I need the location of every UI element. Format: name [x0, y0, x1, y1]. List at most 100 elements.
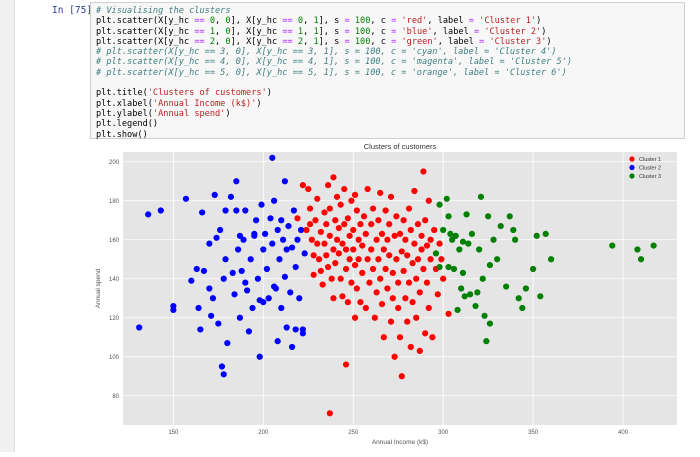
code-token: plt.xlabel(	[96, 98, 153, 109]
data-point	[231, 291, 238, 298]
data-point	[395, 279, 402, 286]
data-point	[256, 353, 263, 360]
data-point	[384, 285, 391, 292]
x-tick-label: 350	[528, 430, 539, 436]
data-point	[400, 267, 407, 275]
data-point	[512, 236, 519, 243]
data-point	[145, 211, 152, 218]
code-token: ==	[282, 26, 293, 37]
code-line: plt.scatter(X[y_hc == 2, 0], X[y_hc == 2…	[96, 37, 684, 47]
data-point	[506, 213, 513, 220]
data-point	[337, 275, 344, 282]
code-token: )	[266, 88, 272, 99]
data-point	[323, 221, 330, 228]
data-point	[382, 265, 389, 273]
x-tick-label: 300	[438, 430, 449, 436]
data-point	[396, 230, 404, 237]
code-token: =	[473, 26, 480, 37]
data-point	[188, 277, 195, 284]
data-point	[377, 189, 384, 197]
data-point	[547, 256, 555, 263]
data-point	[371, 314, 378, 321]
data-point	[199, 209, 206, 216]
code-token: =	[391, 16, 397, 27]
code-token: # plt.scatter(X[y_hc == 5, 0], X[y_hc ==…	[96, 67, 567, 78]
data-point	[209, 295, 217, 302]
data-point	[351, 262, 359, 269]
code-token: 'Cluster 2'	[484, 26, 542, 37]
grid-lines	[123, 152, 677, 425]
data-point	[369, 205, 377, 212]
data-point	[292, 263, 299, 271]
code-token: 'red'	[401, 16, 428, 27]
data-point	[274, 226, 281, 234]
data-point	[456, 246, 463, 253]
data-point	[445, 310, 452, 317]
data-point	[229, 269, 236, 276]
data-point	[362, 304, 369, 312]
data-point	[332, 217, 339, 224]
data-point	[396, 334, 404, 341]
data-point	[253, 217, 260, 224]
data-point	[468, 230, 476, 237]
data-point	[440, 226, 447, 234]
data-point	[454, 306, 461, 314]
data-point	[405, 205, 413, 212]
data-point	[245, 328, 253, 335]
data-point	[182, 195, 190, 202]
data-point	[260, 246, 267, 253]
data-point	[425, 197, 432, 204]
data-point	[211, 191, 218, 198]
code-token: ], s	[318, 36, 345, 47]
data-point	[351, 191, 359, 198]
data-point	[244, 287, 251, 294]
code-token: , label	[437, 36, 480, 47]
code-token: ], X[y_hc	[230, 16, 283, 27]
code-token: )	[536, 16, 542, 27]
data-point	[197, 326, 204, 333]
chart-legend: Cluster 1 Cluster 2 Cluster 3	[629, 156, 661, 180]
data-point	[346, 256, 353, 263]
data-point	[269, 240, 276, 247]
code-token: plt.title(	[96, 88, 148, 99]
cell-prompt: In [75]:	[52, 5, 98, 16]
data-point	[407, 226, 414, 234]
legend-marker	[629, 156, 635, 162]
data-point	[463, 211, 470, 218]
data-point	[353, 207, 360, 214]
data-point	[422, 330, 429, 337]
code-line: plt.ylabel('Annual spend')	[96, 109, 684, 119]
code-token: ], s	[318, 26, 345, 37]
data-point	[423, 279, 431, 286]
code-cell-editor[interactable]: # Visualising the clusters plt.scatter(X[…	[90, 2, 685, 140]
data-point	[136, 324, 143, 331]
code-token: 100	[354, 36, 371, 47]
data-point	[328, 275, 335, 282]
code-token: 1	[209, 26, 216, 37]
code-token: 'Cluster 3'	[489, 36, 547, 47]
data-point	[310, 271, 317, 278]
data-point	[375, 217, 382, 224]
data-point	[389, 269, 396, 276]
data-point	[373, 289, 380, 296]
code-token: plt.show()	[96, 129, 148, 140]
data-point	[341, 185, 348, 193]
data-point	[276, 256, 283, 263]
data-point	[440, 275, 447, 282]
data-point	[170, 306, 177, 314]
code-token: , c	[370, 16, 392, 27]
data-point	[193, 265, 200, 273]
data-point	[414, 221, 422, 228]
code-token: 2	[209, 36, 216, 47]
data-point	[447, 230, 454, 237]
code-token: ], s	[318, 16, 345, 27]
x-tick-label: 150	[168, 430, 179, 436]
data-point	[236, 232, 244, 239]
data-point	[317, 228, 324, 236]
data-point	[416, 289, 423, 296]
data-point	[195, 304, 202, 312]
code-line: # plt.scatter(X[y_hc == 4, 0], X[y_hc ==…	[96, 57, 684, 67]
y-axis-label: Annual spend	[95, 268, 102, 308]
data-point	[467, 291, 474, 298]
code-token: ,	[303, 36, 314, 47]
